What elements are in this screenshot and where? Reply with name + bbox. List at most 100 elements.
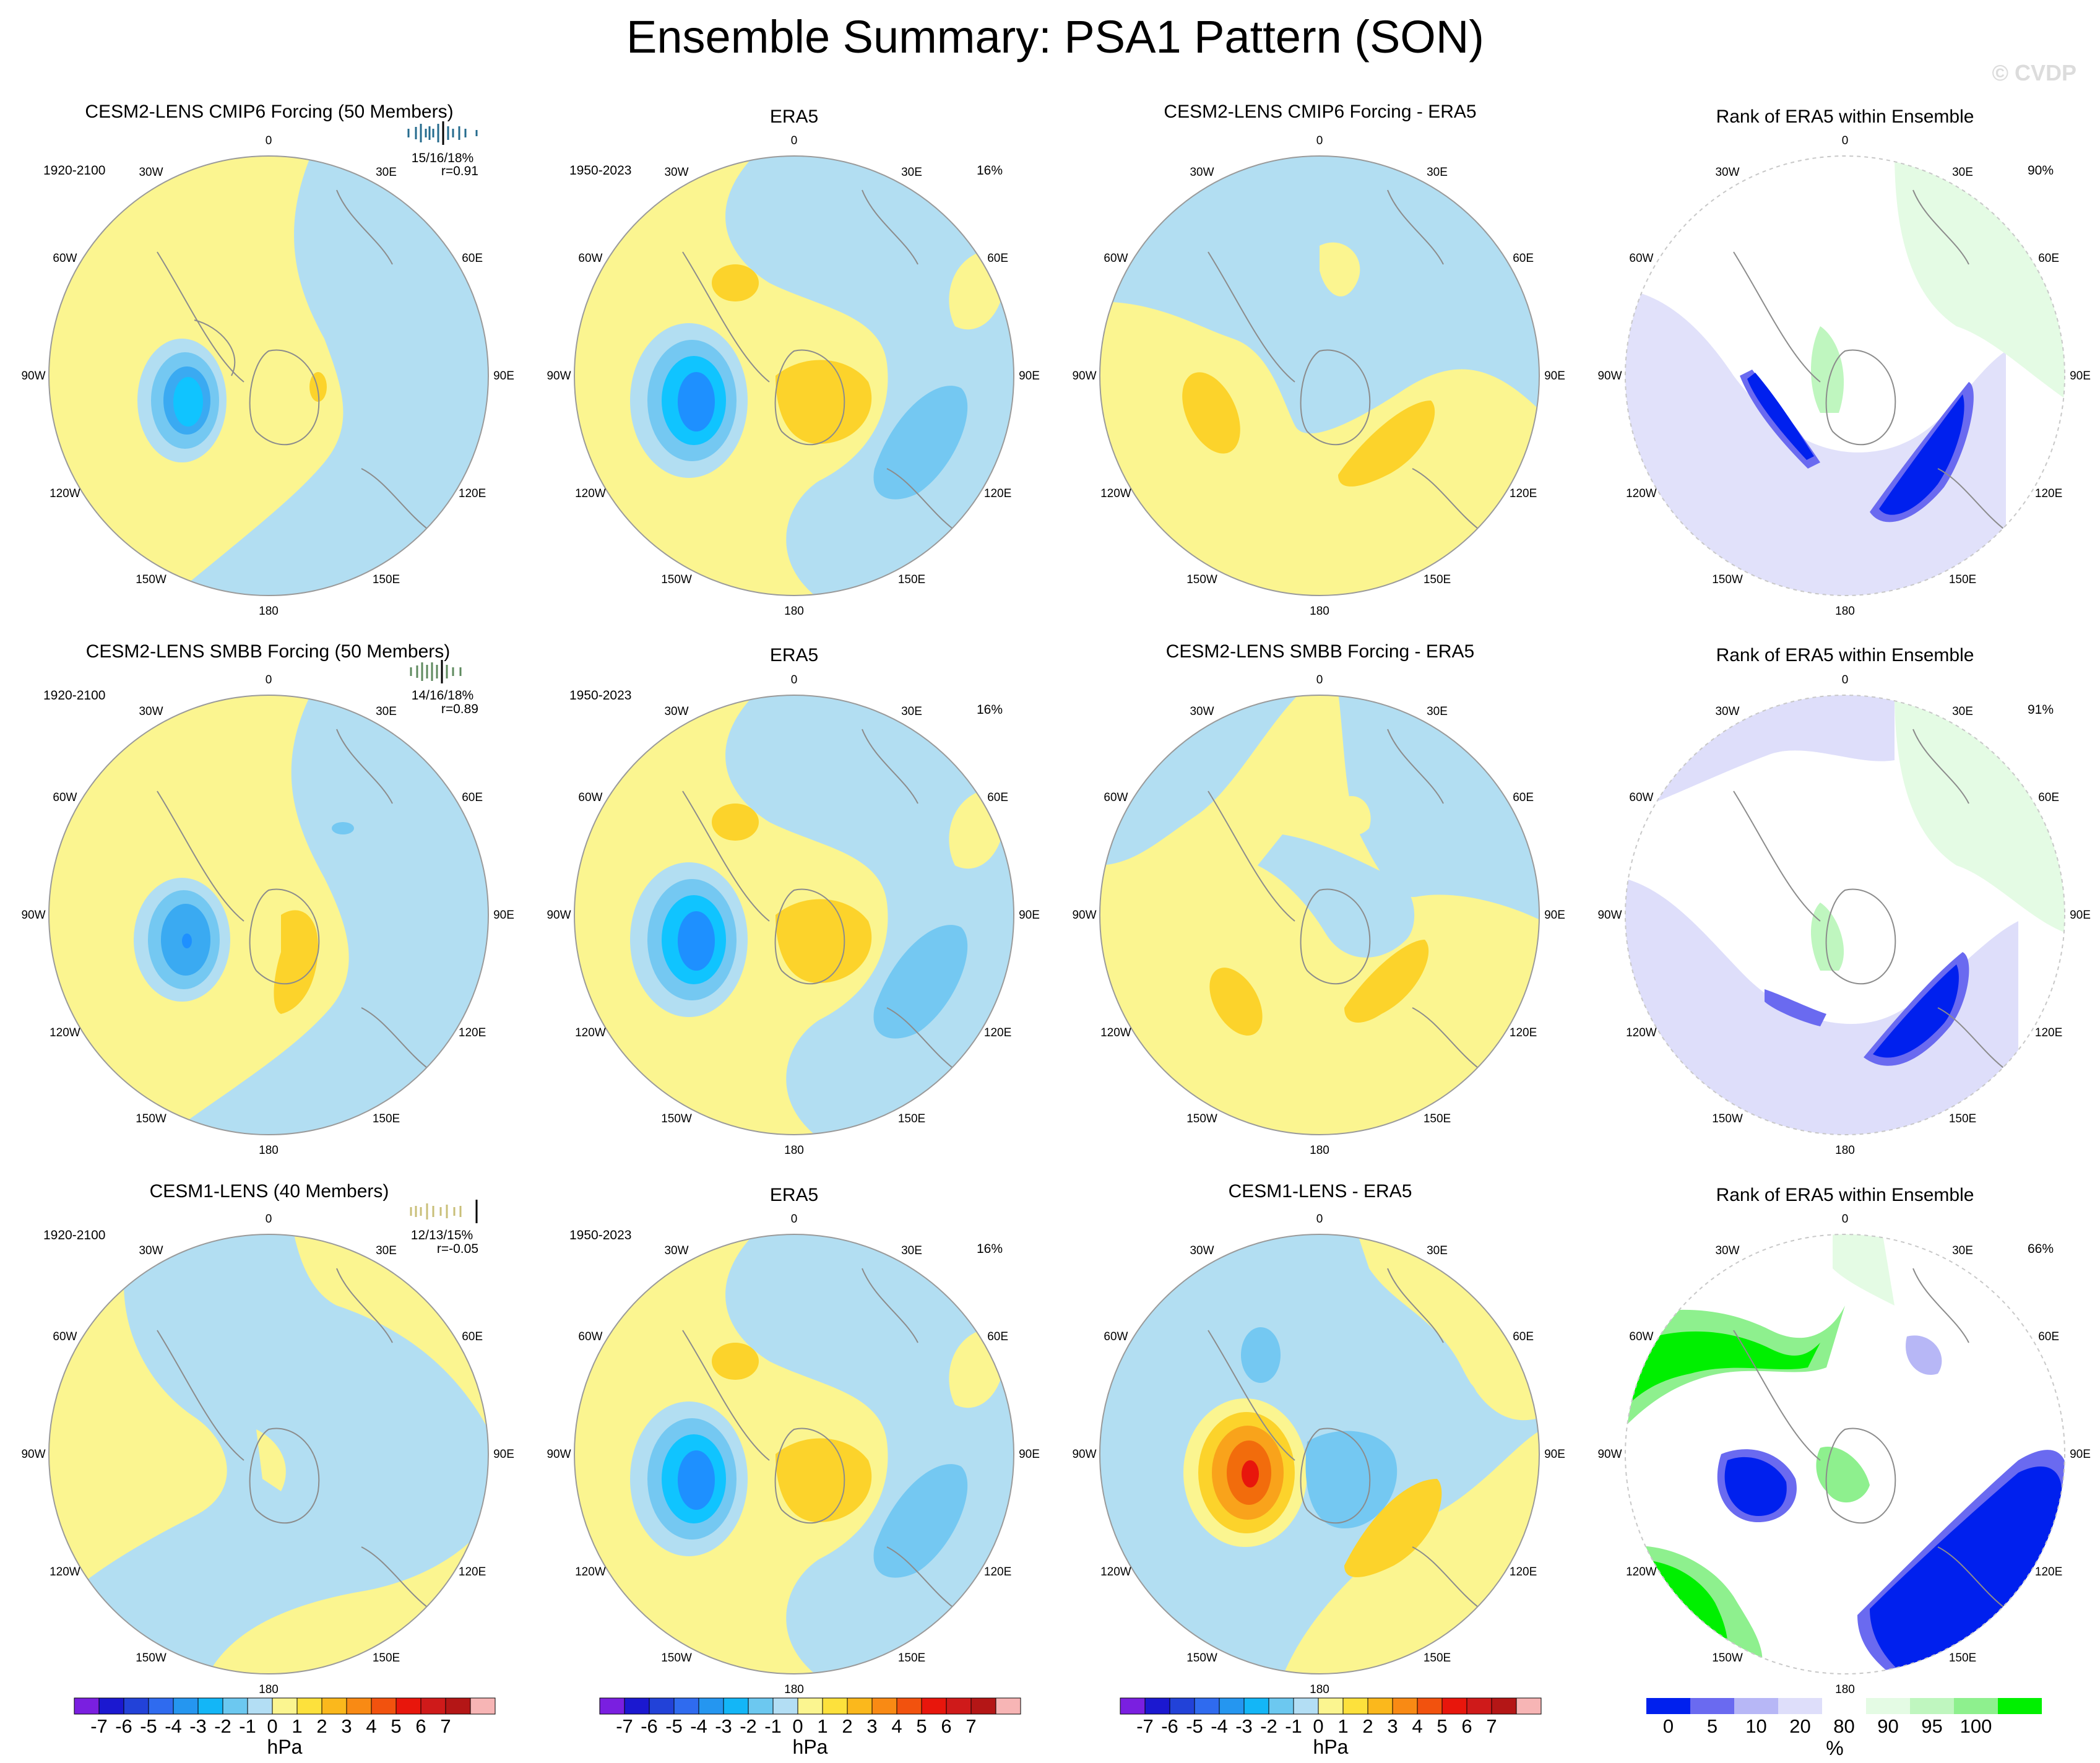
longitude-label: 150E xyxy=(373,1112,400,1125)
member-rug xyxy=(410,660,462,683)
member-rug xyxy=(410,1200,478,1223)
colorbar-swatch xyxy=(1417,1697,1443,1715)
panel-row1-model: CESM2-LENS CMIP6 Forcing (50 Members) 19… xyxy=(21,102,514,618)
longitude-label: 30W xyxy=(1715,166,1739,179)
colorbar-tick-label: 0 xyxy=(267,1715,277,1737)
rank-low-core-1 xyxy=(1747,373,1814,460)
positive-region xyxy=(163,695,488,1135)
colorbar-swatch xyxy=(1822,1698,1866,1714)
longitude-label: 90E xyxy=(1544,1448,1565,1461)
coastlines xyxy=(682,1268,956,1609)
longitude-label: 150W xyxy=(1712,573,1743,586)
longitude-label: 120E xyxy=(1510,1566,1537,1579)
longitude-label: 30W xyxy=(1715,1244,1739,1257)
coastlines xyxy=(1733,189,2007,531)
negative-island xyxy=(1344,796,1371,835)
longitude-label: 90W xyxy=(1072,909,1096,922)
period-label: 1950-2023 xyxy=(569,688,631,703)
rank-low-center-3 xyxy=(1906,1335,1942,1375)
colorbar-tick-label: -3 xyxy=(715,1715,732,1737)
longitude-label: 0 xyxy=(266,134,272,147)
longitude-label: 150E xyxy=(898,573,925,586)
longitude-label: 0 xyxy=(1842,674,1849,687)
longitude-label: 60W xyxy=(578,1330,602,1343)
longitude-label: 120E xyxy=(984,487,1011,500)
map-boundary xyxy=(574,695,1014,1135)
longitude-label: 30E xyxy=(1952,705,1973,718)
longitude-label: 0 xyxy=(1316,674,1323,687)
longitude-label: 120W xyxy=(50,487,80,500)
colorbar-tick-label: -6 xyxy=(115,1715,132,1737)
colorbar-swatch xyxy=(321,1697,347,1715)
longitude-label: 120W xyxy=(1626,487,1657,500)
panel-row1-difference: CESM2-LENS CMIP6 Forcing - ERA5 0 30E 60E 9… xyxy=(1072,102,1565,618)
longitude-label: 90W xyxy=(1597,1448,1622,1461)
colorbar-unit: hPa xyxy=(267,1736,303,1758)
colorbar-tick-label: -3 xyxy=(1235,1715,1253,1737)
rank-low-core-2 xyxy=(1879,394,1964,515)
polar-map: 0 30E 60E 90E 120E 150E 180 150W 120W 90W 60W 30W xyxy=(547,674,1039,1157)
colorbar-swatch xyxy=(649,1697,675,1715)
colorbar-tick-label: 5 xyxy=(1707,1715,1718,1737)
panel-title: Rank of ERA5 within Ensemble xyxy=(1716,106,1974,127)
coastlines xyxy=(1208,729,1481,1070)
panel-row3-rank: Rank of ERA5 within Ensemble 66% 0 30E 60E… xyxy=(1597,1185,2090,1696)
high-center-1 xyxy=(1209,968,1263,1036)
longitude-label: 60W xyxy=(1104,252,1128,265)
map-boundary xyxy=(1625,155,2065,596)
positive-region-3 xyxy=(1258,834,1415,958)
longitude-label: 120E xyxy=(459,1566,486,1579)
colorbar-tick-label: 3 xyxy=(341,1715,352,1737)
rank-high-center-3 xyxy=(1816,1447,1870,1503)
longitude-label: 180 xyxy=(784,1683,804,1696)
longitude-label: 60W xyxy=(578,791,602,804)
longitude-label: 30W xyxy=(139,1244,163,1257)
colorbar-tick-label: 4 xyxy=(366,1715,376,1737)
longitude-label: 30E xyxy=(1952,166,1973,179)
longitude-label: 120E xyxy=(1510,1026,1537,1039)
high-center xyxy=(309,372,327,402)
colorbar-swatch xyxy=(624,1697,650,1715)
longitude-label: 0 xyxy=(266,1213,272,1226)
longitude-label: 0 xyxy=(791,674,798,687)
colorbar-tick-label: -1 xyxy=(1285,1715,1302,1737)
stats-label: 14/16/18% xyxy=(412,688,473,703)
polar-map: 0 30E 60E 90E 120E 150E 180 150W 120W 90W 60W 30W xyxy=(1072,134,1565,618)
colorbar-tick-label: 7 xyxy=(966,1715,976,1737)
member-rug xyxy=(407,121,478,145)
coastlines xyxy=(157,729,430,1070)
coastlines xyxy=(682,189,956,531)
longitude-label: 90W xyxy=(21,1448,45,1461)
low-center-4 xyxy=(678,372,715,431)
colorbar-tick-label: 6 xyxy=(941,1715,951,1737)
colorbar-tick-label: 2 xyxy=(316,1715,327,1737)
polar-map: 0 30E 60E 90E 120E 150E 180 150W 120W 90W 60W 30W xyxy=(1597,1213,2090,1696)
rank-percent-label: 91% xyxy=(2028,703,2054,717)
colorbar-swatch xyxy=(470,1697,496,1715)
colorbar-swatch xyxy=(1120,1697,1146,1715)
colorbar-swatch xyxy=(420,1697,446,1715)
longitude-label: 30E xyxy=(376,705,397,718)
variance-label: 16% xyxy=(977,163,1003,178)
colorbar-tick-label: -5 xyxy=(665,1715,683,1737)
longitude-label: 120E xyxy=(2035,487,2062,500)
map-boundary xyxy=(1099,155,1540,596)
negative-region-3 xyxy=(49,1516,488,1674)
colorbar-swatch xyxy=(1778,1698,1822,1714)
colorbar-tick-label: -1 xyxy=(764,1715,782,1737)
colorbar-tick-label: 2 xyxy=(842,1715,852,1737)
longitude-label: 90E xyxy=(493,909,514,922)
longitude-label: 60W xyxy=(1629,791,1653,804)
polar-map: 0 30E 60E 90E 120E 150E 180 150W 120W 90W 60W 30W xyxy=(1072,674,1565,1157)
rank-colorbar: 0 5 10 20 80 90 95 100% xyxy=(1646,1698,2042,1759)
high-center-2 xyxy=(712,804,759,841)
longitude-label: 180 xyxy=(1310,1144,1329,1157)
colorbar-tick-label: -5 xyxy=(1186,1715,1203,1737)
longitude-label: 150W xyxy=(136,1112,166,1125)
longitude-label: 60E xyxy=(462,252,483,265)
coastlines xyxy=(157,1268,430,1609)
colorbar-swatch xyxy=(1367,1697,1393,1715)
colorbar-tick-label: 7 xyxy=(440,1715,451,1737)
colorbar-swatch xyxy=(197,1697,223,1715)
colorbar-swatch xyxy=(1243,1697,1269,1715)
